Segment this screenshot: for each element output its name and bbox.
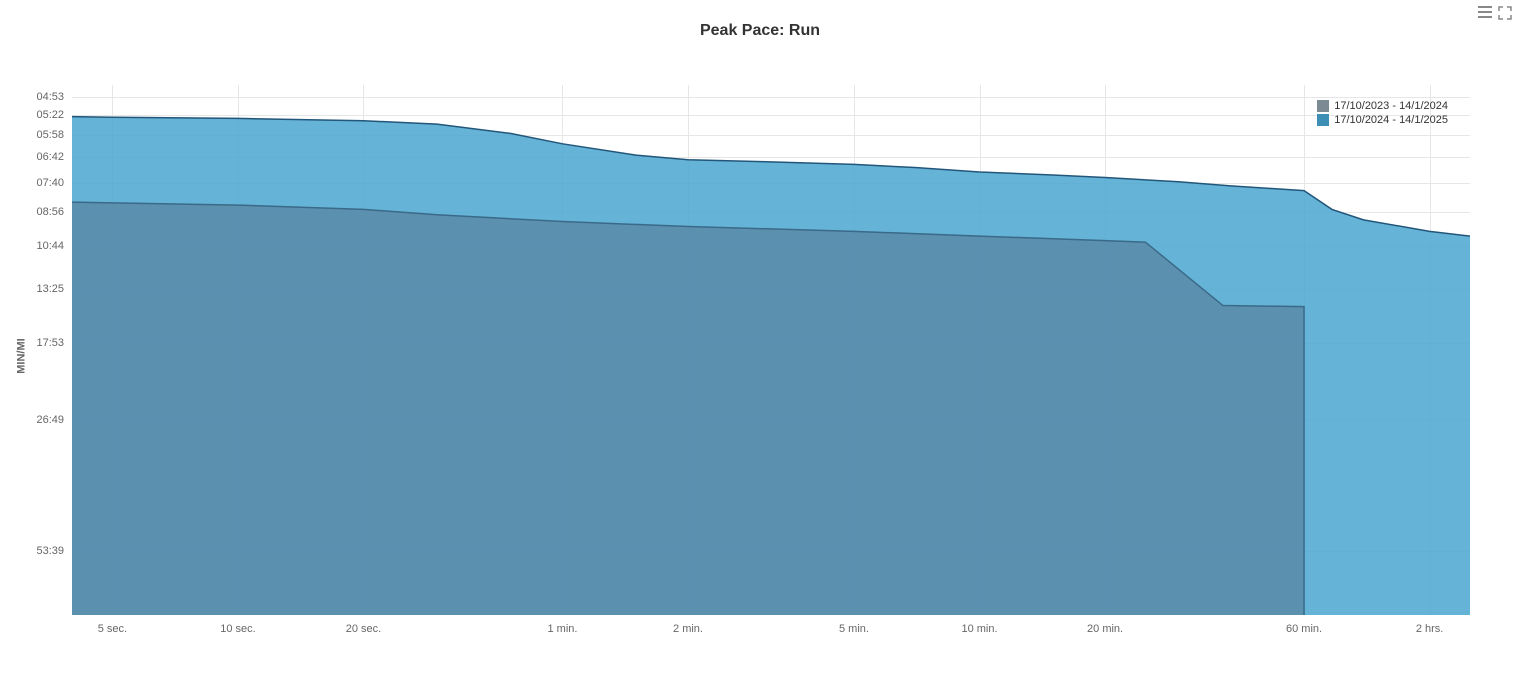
- x-tick-label: 20 sec.: [346, 623, 381, 635]
- chart-legend: 17/10/2023 - 14/1/2024 17/10/2024 - 14/1/…: [1317, 100, 1448, 128]
- legend-swatch: [1317, 100, 1329, 112]
- x-tick-label: 2 hrs.: [1416, 623, 1444, 635]
- hamburger-icon[interactable]: [1478, 6, 1492, 18]
- area-series: [72, 202, 1304, 615]
- x-tick-label: 60 min.: [1286, 623, 1322, 635]
- legend-label: 17/10/2024 - 14/1/2025: [1334, 114, 1448, 126]
- legend-item[interactable]: 17/10/2023 - 14/1/2024: [1317, 100, 1448, 112]
- y-tick-label: 04:53: [36, 91, 64, 103]
- x-tick-label: 5 sec.: [98, 623, 127, 635]
- y-tick-label: 10:44: [36, 240, 64, 252]
- x-tick-label: 10 min.: [961, 623, 997, 635]
- y-tick-label: 05:58: [36, 129, 64, 141]
- legend-label: 17/10/2023 - 14/1/2024: [1334, 100, 1448, 112]
- y-tick-label: 17:53: [36, 337, 64, 349]
- y-tick-label: 05:22: [36, 109, 64, 121]
- x-tick-label: 20 min.: [1087, 623, 1123, 635]
- y-tick-label: 26:49: [36, 414, 64, 426]
- chart-plot-area: 04:5305:2205:5806:4207:4008:5610:4413:25…: [72, 85, 1470, 615]
- y-tick-label: 53:39: [36, 545, 64, 557]
- x-tick-label: 5 min.: [839, 623, 869, 635]
- chart-title: Peak Pace: Run: [0, 22, 1520, 40]
- y-tick-label: 07:40: [36, 177, 64, 189]
- x-tick-label: 10 sec.: [220, 623, 255, 635]
- x-tick-label: 1 min.: [547, 623, 577, 635]
- y-axis-label: MIN/MI: [16, 338, 28, 373]
- y-tick-label: 06:42: [36, 151, 64, 163]
- chart-svg: [72, 85, 1470, 615]
- expand-icon[interactable]: [1498, 6, 1512, 20]
- legend-item[interactable]: 17/10/2024 - 14/1/2025: [1317, 114, 1448, 126]
- x-tick-label: 2 min.: [673, 623, 703, 635]
- y-tick-label: 08:56: [36, 206, 64, 218]
- y-tick-label: 13:25: [36, 283, 64, 295]
- legend-swatch: [1317, 114, 1329, 126]
